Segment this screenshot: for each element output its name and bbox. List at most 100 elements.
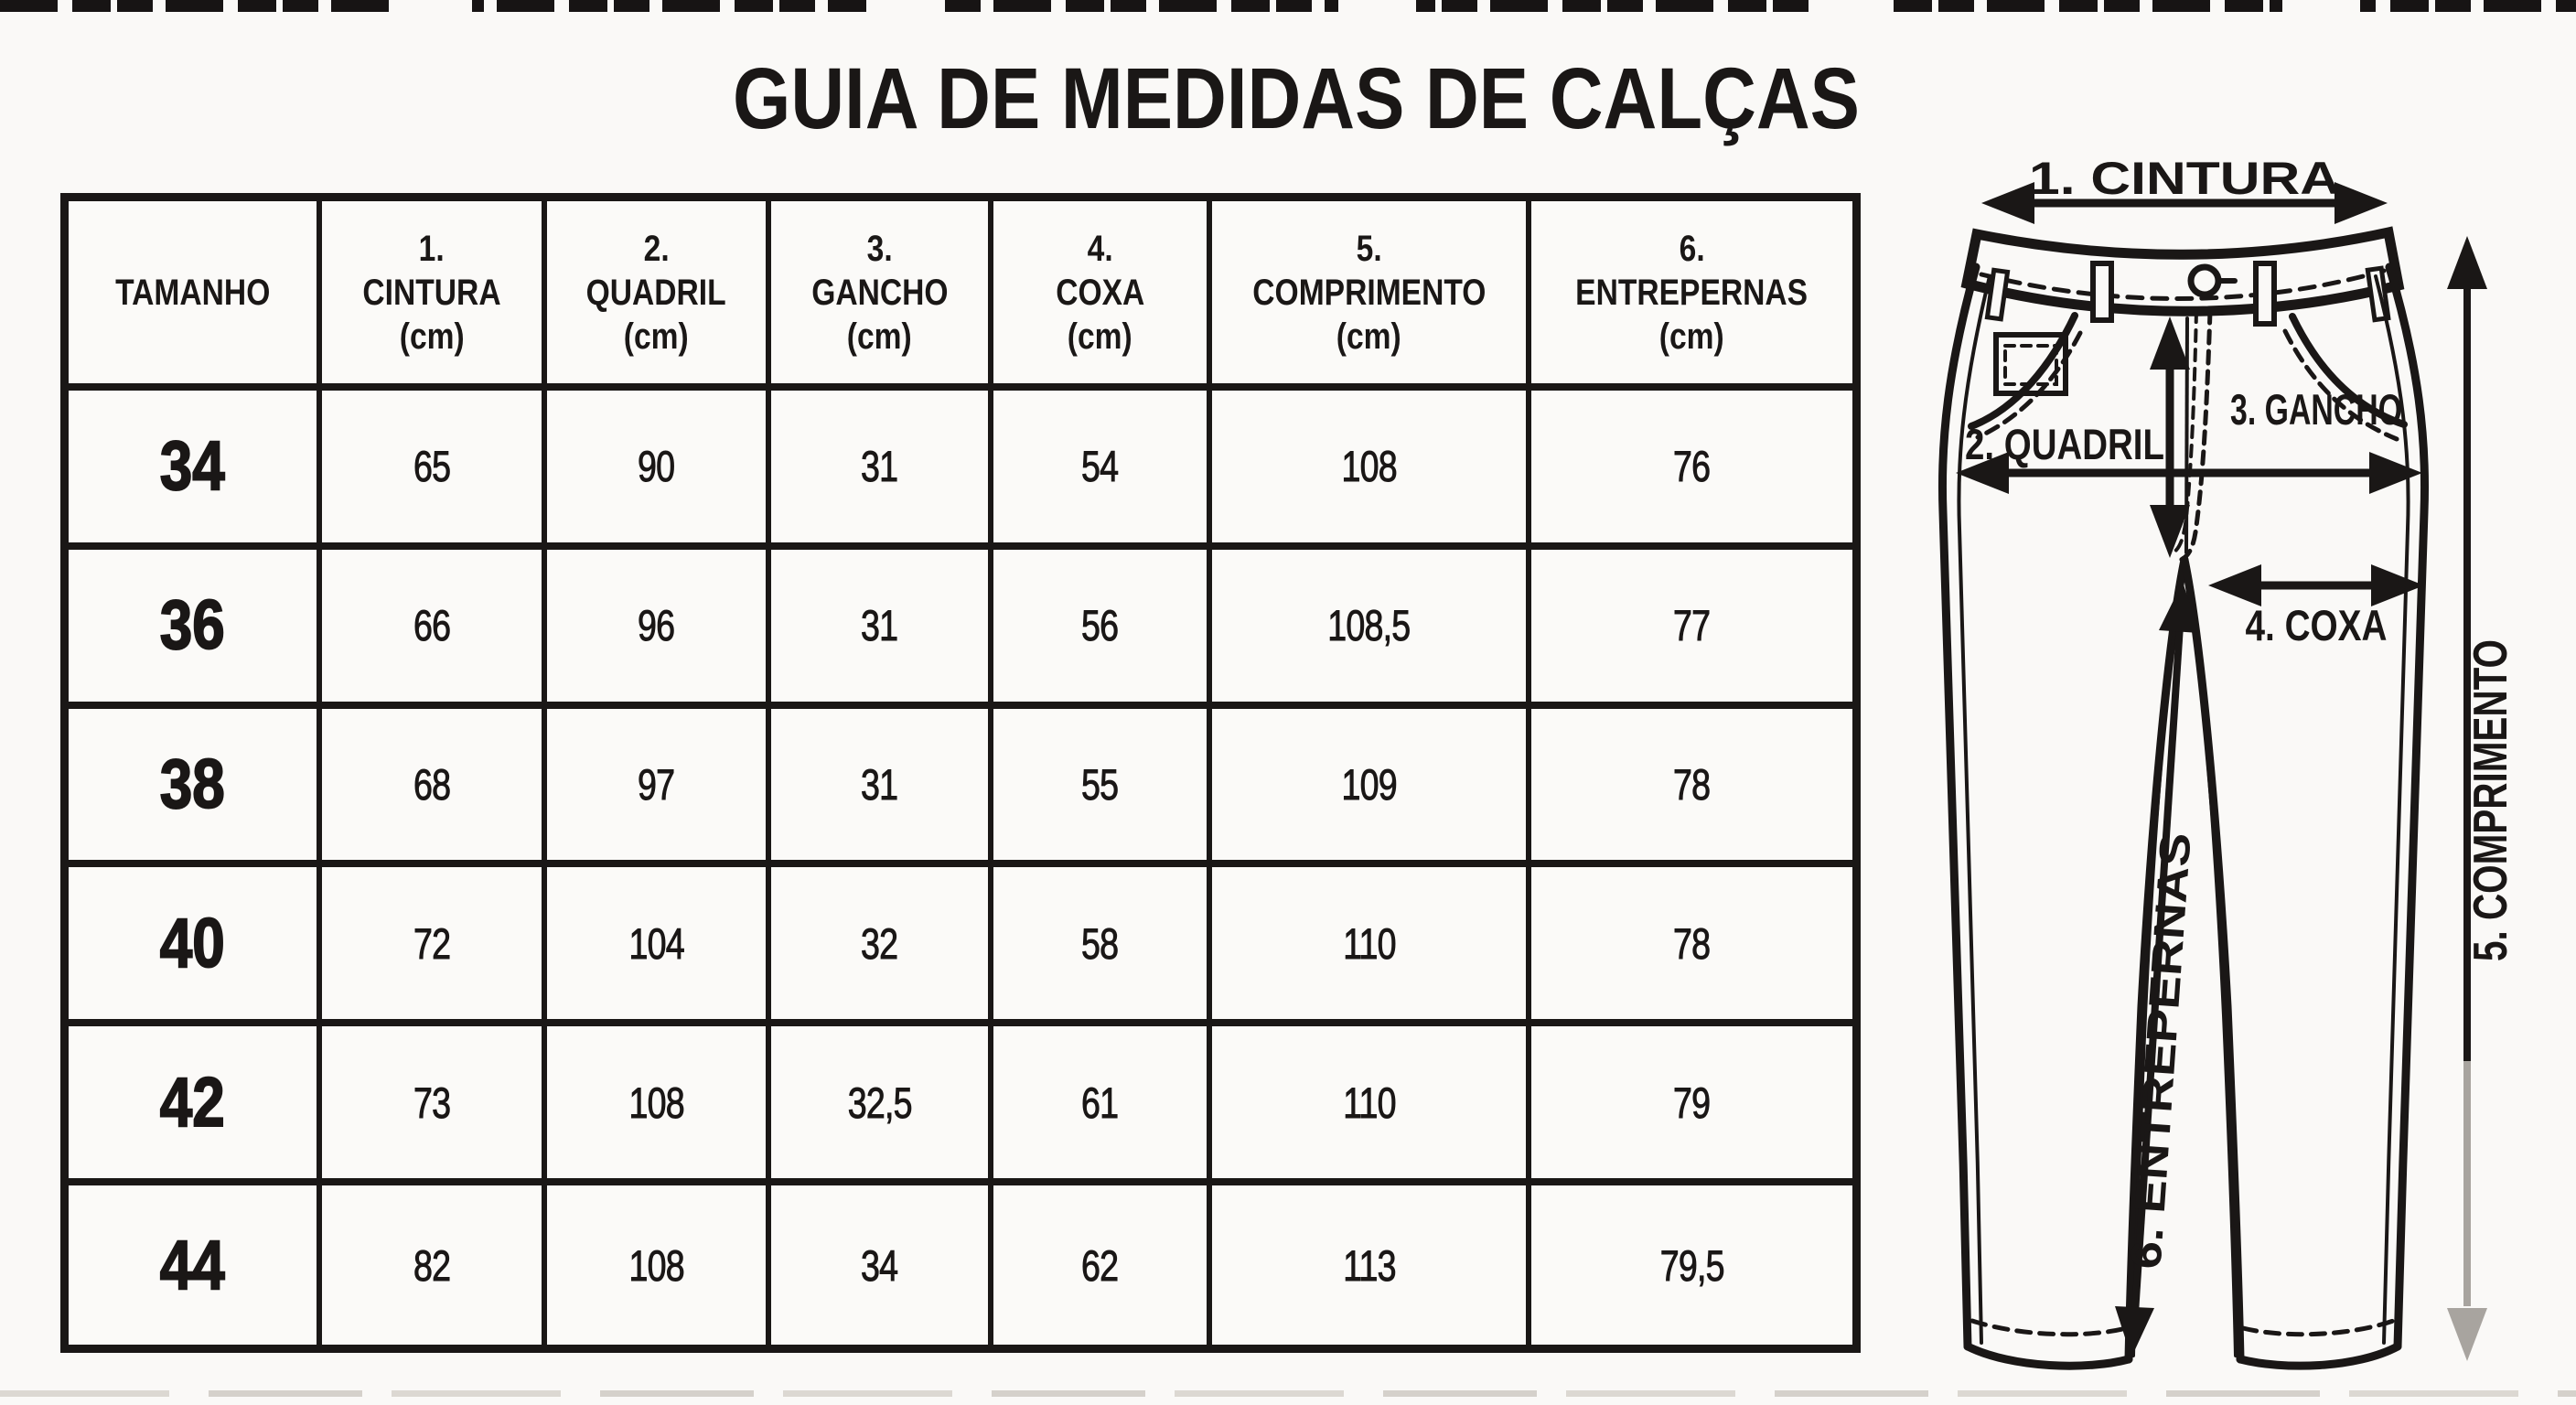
value-cell: 97: [547, 708, 771, 868]
value-cell: 82: [322, 1185, 547, 1345]
col-header-label: COMPRIMENTO: [1251, 272, 1487, 313]
size-cell: 36: [69, 549, 322, 709]
comprimento-label: 5. COMPRIMENTO: [2464, 639, 2517, 961]
gancho-label: 3. GANCHO: [2230, 385, 2402, 434]
col-header-label: CINTURA: [362, 272, 501, 313]
col-header-label: ENTREPERNAS: [1575, 272, 1809, 313]
value-cell: 61: [993, 1026, 1212, 1186]
value-cell: 109: [1212, 708, 1531, 868]
value-cell: 76: [1531, 391, 1852, 550]
value-cell: 34: [771, 1185, 993, 1345]
right-outseam: [2385, 263, 2430, 1351]
value-cell: 31: [771, 549, 993, 709]
col-header-label: GANCHO: [810, 272, 949, 313]
left-outseam-stitch: [1957, 274, 1991, 1345]
value-cell: 58: [993, 867, 1212, 1027]
right-pocket-stitch: [2282, 328, 2399, 442]
left-hem: [1963, 1342, 2133, 1370]
col-header-quadril: 2. QUADRIL (cm): [547, 201, 771, 391]
fly-stitch-inner: [2172, 309, 2198, 554]
arrowhead-right-icon: [2334, 182, 2388, 224]
cintura-label: 1. CINTURA: [2029, 153, 2340, 204]
col-header-label: QUADRIL: [585, 272, 727, 313]
coxa-label: 4. COXA: [2246, 601, 2388, 649]
cropped-text-strip: [0, 0, 2576, 12]
value-cell: 73: [322, 1026, 547, 1186]
size-cell: 40: [69, 867, 322, 1027]
bottom-edge-strip: [0, 1390, 2576, 1397]
coin-pocket: [1993, 332, 2068, 396]
value-cell: 32: [771, 867, 993, 1027]
page-title: GUIA DE MEDIDAS DE CALÇAS: [733, 50, 1860, 147]
belt-loop: [2090, 261, 2114, 323]
arrowhead-right-icon: [2369, 452, 2422, 494]
value-cell: 56: [993, 549, 1212, 709]
arrowhead-up-icon: [2150, 316, 2190, 370]
value-cell: 77: [1531, 550, 1852, 709]
arrowhead-left-icon: [2208, 564, 2261, 606]
value-cell: 31: [771, 708, 993, 868]
right-outseam-stitch: [2374, 274, 2410, 1345]
value-cell: 108,5: [1212, 549, 1531, 709]
value-cell: 68: [322, 708, 547, 868]
value-cell: 32,5: [771, 1026, 993, 1186]
col-header-cintura: 1. CINTURA (cm): [322, 201, 547, 391]
arrowhead-down-icon: [2115, 1306, 2154, 1357]
left-hem-stitch: [1970, 1318, 2129, 1337]
size-cell: 42: [69, 1026, 322, 1186]
value-cell: 79: [1531, 1026, 1852, 1186]
value-cell: 96: [547, 549, 771, 709]
value-cell: 72: [322, 867, 547, 1027]
value-cell: 65: [322, 391, 547, 550]
button-icon: [2187, 263, 2222, 298]
value-cell: 110: [1212, 1026, 1531, 1186]
value-cell: 78: [1531, 867, 1852, 1027]
size-cell: 38: [69, 708, 322, 868]
right-inseam-stitch: [2186, 589, 2238, 1357]
value-cell: 113: [1212, 1185, 1531, 1345]
size-cell: 34: [69, 391, 322, 550]
belt-loop: [1984, 267, 2011, 322]
size-table: TAMANHO 1. CINTURA (cm) 2. QUADRIL (cm) …: [60, 193, 1861, 1353]
arrowhead-up-icon: [2447, 236, 2487, 289]
col-header-gancho: 3. GANCHO (cm): [771, 201, 993, 391]
col-header-coxa: 4. COXA (cm): [993, 201, 1212, 391]
quadril-label: 2. QUADRIL: [1965, 420, 2164, 468]
arrowhead-up-icon: [2159, 582, 2199, 633]
arrowhead-down-icon: [2150, 505, 2190, 558]
value-cell: 108: [1212, 391, 1531, 550]
arrowhead-left-icon: [1981, 182, 2034, 224]
measure-arrows: [1956, 182, 2487, 1361]
value-cell: 79,5: [1659, 1240, 1725, 1290]
value-cell: 62: [993, 1185, 1212, 1345]
fly-stitch: [2178, 308, 2213, 563]
value-cell: 108: [547, 1026, 771, 1186]
coin-pocket-stitch: [2003, 344, 2058, 386]
col-header-entrepernas: 6. ENTREPERNAS (cm): [1531, 201, 1852, 391]
value-cell: 110: [1212, 867, 1531, 1027]
arrowhead-left-icon: [1956, 452, 2009, 494]
col-header-label: TAMANHO: [114, 272, 271, 313]
right-pocket-opening: [2289, 313, 2408, 428]
value-cell: 54: [993, 391, 1212, 550]
right-hem-stitch: [2240, 1318, 2396, 1337]
entrepernas-arrow: [2131, 625, 2184, 1314]
arrowhead-right-icon: [2371, 564, 2424, 606]
center-front-seam: [2184, 316, 2189, 554]
entrepernas-label: 6. ENTREPERNAS: [2120, 831, 2199, 1271]
col-header-tamanho: TAMANHO: [69, 201, 322, 391]
col-header-comprimento: 5. COMPRIMENTO (cm): [1212, 201, 1531, 391]
value-cell: 108: [547, 1185, 771, 1345]
col-header-label: COXA: [1055, 272, 1145, 313]
value-cell: 78: [1531, 709, 1852, 868]
left-outseam: [1937, 263, 1980, 1351]
right-hem: [2236, 1342, 2402, 1370]
waistband-stitch: [1979, 268, 2387, 301]
arrowhead-down-faded-icon: [2447, 1308, 2487, 1361]
value-cell: 66: [322, 549, 547, 709]
belt-loop: [2253, 261, 2277, 327]
size-cell: 44: [69, 1185, 322, 1345]
value-cell: 31: [771, 391, 993, 550]
value-cell: 90: [547, 391, 771, 550]
